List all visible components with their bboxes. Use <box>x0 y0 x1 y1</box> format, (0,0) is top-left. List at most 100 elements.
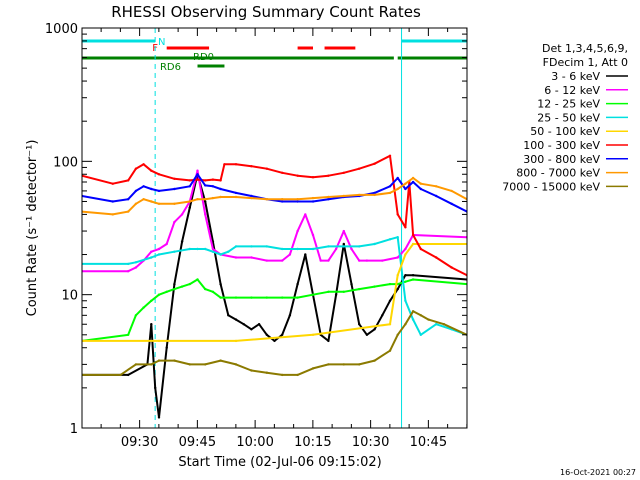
series-point-3-6-kev-38 <box>404 274 407 277</box>
series-point-300-800-kev-14 <box>234 191 238 195</box>
series-point-3-6-kev-35 <box>381 314 384 317</box>
series-point-6-12-kev-16 <box>250 256 253 259</box>
series-point-3-6-kev-7 <box>165 346 168 349</box>
series-line-6-12-kev <box>82 169 467 273</box>
series-point-3-6-kev-31 <box>350 282 353 286</box>
series-point-25-50-kev-2 <box>127 262 130 266</box>
series-point-3-6-kev-6 <box>157 416 161 419</box>
series-point-100-300-kev-15 <box>234 163 238 166</box>
series-point-100-300-kev-6 <box>150 169 153 172</box>
series-point-25-50-kev-13 <box>234 245 238 248</box>
series-point-3-6-kev-16 <box>234 318 238 321</box>
series-point-3-6-kev-14 <box>219 282 222 286</box>
series-point-800-7000-kev-21 <box>342 194 345 198</box>
legend-entry-100-300-kev: 100 - 300 keV <box>523 139 600 152</box>
series-point-100-300-kev-23 <box>358 167 361 170</box>
series-point-3-6-kev-30 <box>342 242 345 246</box>
status-bar-label-n: N <box>158 37 165 48</box>
series-point-6-12-kev-20 <box>296 229 299 233</box>
series-point-100-300-kev-10 <box>196 178 199 181</box>
series-point-12-25-kev-4 <box>142 306 145 309</box>
series-point-7000-15000-kev-17 <box>342 363 345 366</box>
series-point-25-50-kev-7 <box>188 247 191 251</box>
series-point-800-7000-kev-17 <box>281 198 284 201</box>
series-point-12-25-kev-11 <box>196 278 199 281</box>
series-point-3-6-kev-23 <box>288 314 292 317</box>
series-point-25-50-kev-10 <box>211 250 215 253</box>
series-point-3-6-kev-10 <box>188 206 191 209</box>
chart-title: RHESSI Observing Summary Count Rates <box>111 3 421 21</box>
series-point-25-50-kev-12 <box>227 250 230 253</box>
series-point-100-300-kev-16 <box>250 165 253 168</box>
series-point-100-300-kev-14 <box>223 163 226 166</box>
x-tick-label-6: 10:45 <box>410 435 447 450</box>
series-point-6-12-kev-12 <box>204 213 207 216</box>
series-point-7000-15000-kev-3 <box>134 363 138 366</box>
series-point-3-6-kev-24 <box>296 282 299 286</box>
series-point-100-300-kev-13 <box>219 179 222 182</box>
series-point-6-12-kev-18 <box>281 259 284 262</box>
series-point-6-12-kev-31 <box>396 256 399 259</box>
series-point-100-300-kev-18 <box>281 171 284 174</box>
y-tick-label-4: 1000 <box>45 22 78 37</box>
series-point-25-50-kev-14 <box>250 245 253 248</box>
series-point-800-7000-kev-18 <box>296 198 299 201</box>
series-point-3-6-kev-33 <box>365 333 369 336</box>
series-point-6-12-kev-15 <box>234 256 238 259</box>
series-point-12-25-kev-10 <box>188 282 191 286</box>
data-series <box>82 154 467 419</box>
series-point-6-12-kev-7 <box>165 242 168 246</box>
series-point-12-25-kev-20 <box>311 293 315 296</box>
series-point-6-12-kev-25 <box>334 247 338 251</box>
series-point-800-7000-kev-26 <box>404 182 407 185</box>
series-point-6-12-kev-6 <box>157 247 161 251</box>
legend-entry-300-800-kev: 300 - 800 keV <box>523 153 600 166</box>
series-point-100-300-kev-26 <box>396 213 399 216</box>
series-point-100-300-kev-5 <box>142 163 145 166</box>
series-point-6-12-kev-13 <box>211 247 215 251</box>
series-point-3-6-kev-17 <box>242 323 245 326</box>
series-point-100-300-kev-21 <box>327 174 330 177</box>
series-point-25-50-kev-20 <box>342 245 345 248</box>
legend-entry-50-100-kev: 50 - 100 keV <box>530 125 600 138</box>
series-point-12-25-kev-23 <box>358 287 361 291</box>
y-tick-label-2: 10 <box>61 289 78 304</box>
series-point-800-7000-kev-10 <box>196 198 199 201</box>
series-point-6-12-kev-24 <box>327 259 330 262</box>
series-point-300-800-kev-17 <box>281 200 284 203</box>
series-point-3-6-kev-36 <box>388 299 392 302</box>
series-point-3-6-kev-15 <box>227 314 230 317</box>
series-point-6-12-kev-3 <box>134 266 138 269</box>
series-point-300-800-kev-7 <box>157 189 161 193</box>
series-point-12-25-kev-22 <box>342 290 345 293</box>
series-point-3-6-kev-34 <box>373 328 376 331</box>
series-point-12-25-kev-14 <box>219 296 222 299</box>
series-point-12-25-kev-25 <box>388 282 392 286</box>
series-point-25-50-kev-8 <box>196 247 199 251</box>
legend-header-line-2: FDecim 1, Att 0 <box>543 56 628 69</box>
series-point-3-6-kev-21 <box>273 339 276 343</box>
series-point-7000-15000-kev-12 <box>265 371 268 374</box>
series-point-12-25-kev-2 <box>127 333 130 336</box>
series-point-300-800-kev-13 <box>219 187 222 191</box>
series-point-25-50-kev-11 <box>219 253 222 256</box>
series-point-25-50-kev-23 <box>388 238 392 241</box>
series-point-100-300-kev-8 <box>173 177 176 180</box>
series-point-7000-15000-kev-6 <box>173 359 176 362</box>
series-point-50-100-kev-2 <box>157 339 161 343</box>
x-tick-label-1: 09:30 <box>121 435 158 450</box>
series-point-25-50-kev-6 <box>173 250 176 253</box>
series-point-12-25-kev-7 <box>165 290 168 293</box>
series-point-6-12-kev-29 <box>365 259 369 262</box>
series-point-25-50-kev-28 <box>435 323 438 326</box>
series-point-800-7000-kev-22 <box>358 193 361 197</box>
legend-entry-7000-15000-kev: 7000 - 15000 keV <box>502 180 600 193</box>
series-point-300-800-kev-18 <box>296 200 299 203</box>
series-point-7000-15000-kev-26 <box>442 323 446 326</box>
series-point-7000-15000-kev-10 <box>234 363 238 366</box>
series-point-25-50-kev-21 <box>358 245 361 248</box>
series-point-7000-15000-kev-20 <box>388 349 392 352</box>
series-point-100-300-kev-11 <box>204 179 207 182</box>
series-point-100-300-kev-24 <box>373 162 376 165</box>
series-point-3-6-kev-20 <box>265 333 268 336</box>
